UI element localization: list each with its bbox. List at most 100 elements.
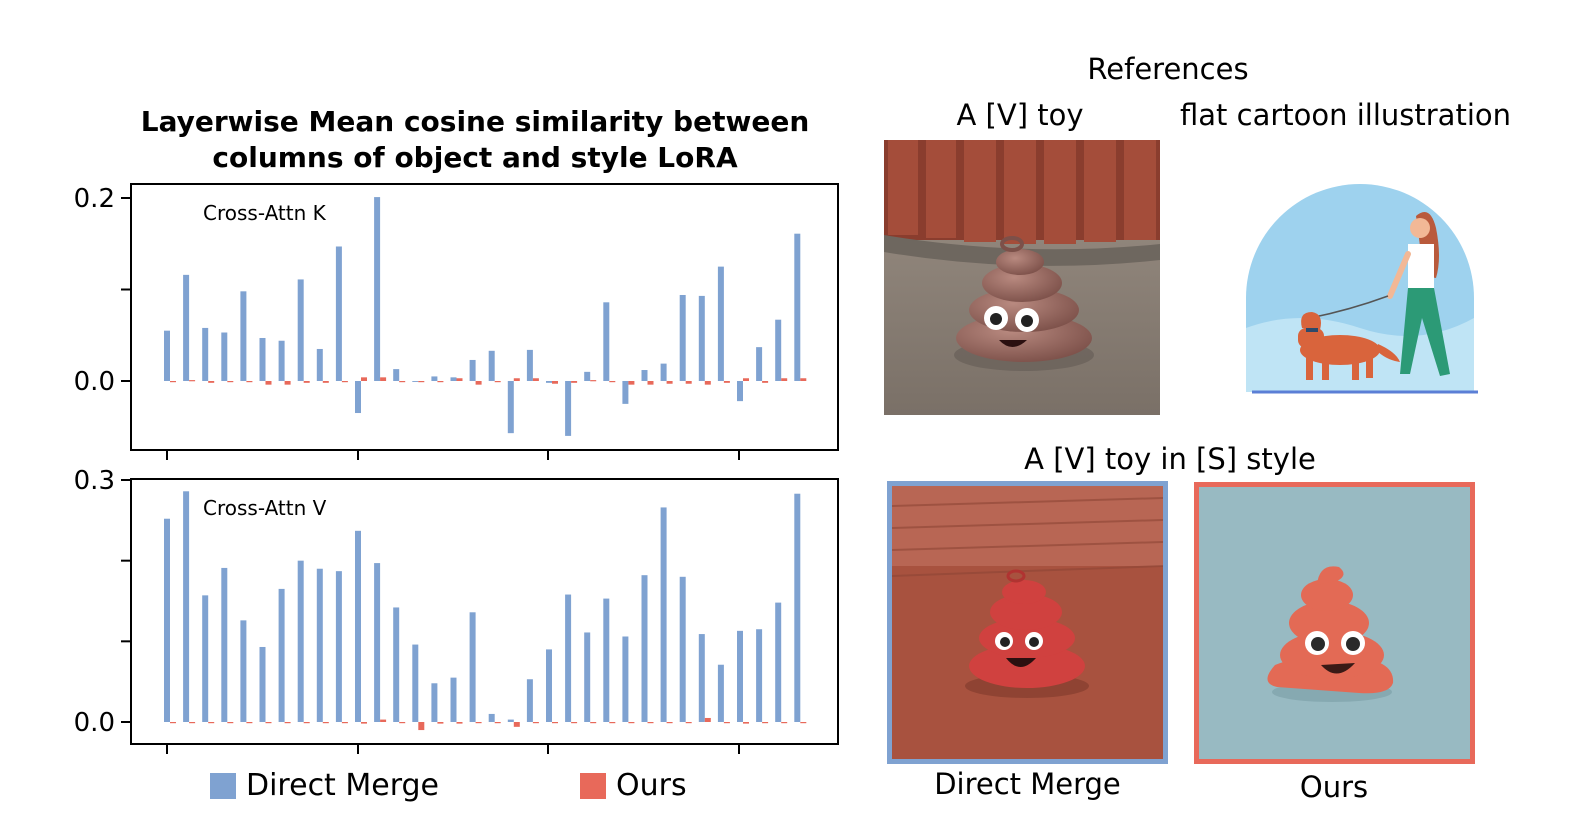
ref-toy-caption: A [V] toy [956, 98, 1084, 132]
bar-direct-merge-k-14 [431, 376, 438, 381]
bar-ours-v-17 [494, 722, 501, 724]
bar-direct-merge-k-6 [278, 340, 285, 381]
bar-direct-merge-k-33 [794, 233, 801, 381]
bar-direct-merge-v-10 [355, 530, 361, 722]
bar-direct-merge-v-27 [679, 576, 686, 722]
bar-ours-k-22 [590, 380, 597, 382]
bar-ours-k-14 [437, 381, 444, 383]
bar-ours-k-2 [208, 381, 215, 383]
bar-ours-v-25 [647, 722, 654, 724]
bar-ours-v-6 [284, 722, 291, 724]
bar-ours-k-13 [418, 381, 425, 383]
bar-direct-merge-v-2 [202, 595, 209, 722]
legend-label-ours: Ours [616, 768, 687, 803]
bar-ours-v-16 [475, 722, 482, 724]
bar-ours-k-12 [399, 381, 406, 383]
bar-direct-merge-k-10 [355, 381, 361, 414]
bar-direct-merge-v-17 [488, 713, 495, 722]
bar-ours-v-27 [685, 722, 692, 724]
bar-ours-k-21 [571, 381, 578, 383]
bar-ours-k-25 [647, 381, 654, 385]
y-tick-label-v-1: 0.0 [74, 708, 115, 738]
woman-walking-dog-illustration [1240, 178, 1480, 396]
bar-direct-merge-v-5 [259, 646, 266, 722]
bar-direct-merge-v-31 [756, 629, 763, 722]
legend-item-direct-merge: Direct Merge [210, 768, 439, 803]
bar-direct-merge-k-15 [450, 377, 457, 381]
bar-direct-merge-k-19 [526, 349, 533, 381]
panel-title-v: Cross-Attn V [203, 496, 327, 520]
chart-title: Layerwise Mean cosine similarity between… [110, 104, 840, 176]
bar-ours-v-13 [418, 722, 425, 731]
bar-ours-v-9 [341, 722, 348, 724]
plot-frame-k [130, 183, 839, 451]
bar-direct-merge-v-20 [546, 649, 552, 722]
bar-ours-v-21 [571, 722, 578, 724]
bar-ours-k-4 [246, 381, 253, 383]
bar-ours-v-10 [361, 722, 367, 724]
chart-legend: Direct Merge Ours [210, 768, 710, 808]
bar-ours-k-30 [743, 378, 749, 381]
y-tick-label-v-0: 0.3 [74, 466, 115, 496]
bar-direct-merge-v-12 [393, 607, 400, 722]
bar-ours-k-7 [303, 381, 310, 383]
bar-direct-merge-k-3 [221, 332, 228, 381]
bar-direct-merge-k-25 [641, 370, 648, 381]
bar-ours-k-9 [341, 381, 348, 383]
bar-direct-merge-k-4 [240, 291, 247, 381]
bar-ours-v-19 [532, 722, 539, 724]
bar-direct-merge-v-11 [374, 563, 381, 722]
bar-direct-merge-k-13 [412, 381, 419, 382]
bar-ours-v-8 [322, 722, 329, 724]
bar-direct-merge-v-13 [412, 644, 419, 722]
bar-ours-k-27 [685, 381, 692, 384]
bar-ours-k-26 [666, 381, 673, 384]
bar-direct-merge-v-21 [565, 594, 572, 722]
bar-ours-v-11 [380, 719, 387, 722]
bar-direct-merge-k-31 [756, 347, 763, 381]
bar-direct-merge-k-22 [584, 371, 591, 381]
ref-style-caption: flat cartoon illustration [1180, 98, 1511, 132]
bar-direct-merge-v-33 [794, 493, 801, 722]
legend-item-ours: Ours [580, 768, 687, 803]
bar-ours-v-15 [456, 722, 463, 724]
bar-direct-merge-v-19 [526, 679, 533, 722]
bar-direct-merge-k-11 [374, 197, 381, 381]
bar-ours-v-14 [437, 722, 444, 724]
bar-direct-merge-v-18 [507, 719, 514, 722]
legend-swatch-ours [580, 772, 606, 799]
chart-title-line1: Layerwise Mean cosine similarity between [140, 105, 810, 138]
bar-charts: 0.2 0.0 Cross-Attn K 0.3 0.0 Cross-Attn V [74, 183, 839, 754]
bar-direct-merge-k-9 [335, 246, 342, 381]
bar-ours-v-3 [227, 722, 234, 724]
bar-ours-v-7 [303, 722, 310, 724]
combined-heading: A [V] toy in [S] style [1024, 442, 1316, 476]
bar-direct-merge-k-21 [565, 381, 572, 436]
bar-ours-k-10 [361, 377, 367, 381]
bar-direct-merge-k-28 [698, 295, 705, 381]
bar-ours-v-4 [246, 722, 253, 724]
bar-direct-merge-v-14 [431, 683, 438, 722]
bar-direct-merge-k-18 [507, 381, 514, 434]
bar-direct-merge-v-9 [335, 571, 342, 722]
references-heading: References [1087, 52, 1249, 86]
bar-direct-merge-v-25 [641, 575, 648, 722]
bar-direct-merge-v-22 [584, 632, 591, 722]
bar-direct-merge-v-28 [698, 634, 705, 722]
bar-direct-merge-v-26 [660, 507, 667, 722]
bar-ours-k-33 [800, 378, 807, 381]
bar-ours-v-18 [513, 722, 520, 727]
bar-direct-merge-k-20 [546, 381, 552, 383]
bar-direct-merge-k-24 [622, 381, 629, 404]
bar-direct-merge-v-30 [737, 630, 743, 722]
bar-direct-merge-v-1 [183, 491, 190, 722]
bar-direct-merge-v-4 [240, 620, 247, 722]
bar-ours-k-32 [781, 378, 788, 381]
bar-ours-k-17 [494, 381, 501, 383]
bar-direct-merge-k-2 [202, 327, 209, 381]
bar-direct-merge-k-8 [316, 348, 323, 381]
bar-ours-k-11 [380, 377, 387, 381]
bar-ours-v-2 [208, 722, 215, 724]
bar-ours-k-18 [513, 378, 520, 381]
bar-ours-v-32 [781, 722, 788, 724]
